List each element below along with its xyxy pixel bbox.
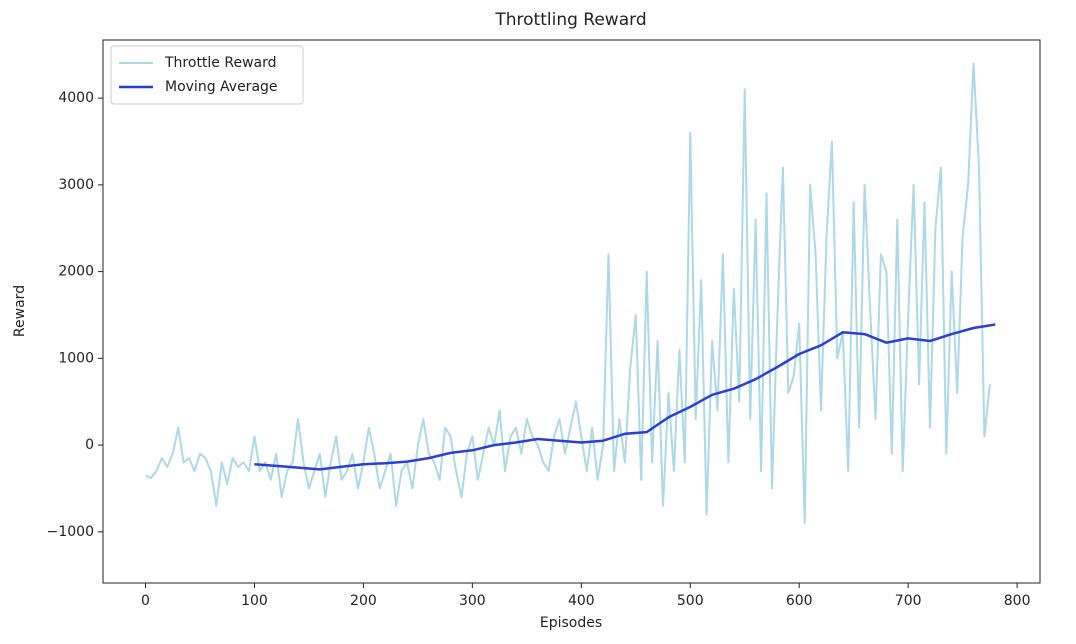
x-tick-label: 500 bbox=[677, 593, 704, 609]
x-tick-label: 0 bbox=[141, 593, 150, 609]
x-tick-label: 600 bbox=[786, 593, 813, 609]
y-axis-label: Reward bbox=[12, 285, 28, 337]
x-tick-label: 300 bbox=[459, 593, 486, 609]
legend-box bbox=[110, 45, 304, 105]
x-axis-label: Episodes bbox=[540, 615, 602, 631]
x-tick-label: 200 bbox=[350, 593, 377, 609]
x-tick-label: 700 bbox=[895, 593, 922, 609]
y-tick-label: 3000 bbox=[58, 177, 94, 193]
legend-label: Throttle Reward bbox=[164, 55, 277, 71]
data-line bbox=[145, 62, 991, 525]
plot-frame bbox=[102, 39, 1041, 584]
y-tick-label: 1000 bbox=[58, 350, 94, 366]
legend-label: Moving Average bbox=[165, 79, 278, 95]
x-tick-label: 800 bbox=[1004, 593, 1031, 609]
x-tick-label: 100 bbox=[241, 593, 268, 609]
y-tick-label: −1000 bbox=[47, 524, 94, 540]
y-tick-label: 2000 bbox=[58, 264, 94, 280]
y-tick-label: 4000 bbox=[58, 90, 94, 106]
data-line bbox=[254, 323, 996, 471]
y-tick-label: 0 bbox=[85, 437, 94, 453]
chart-title: Throttling Reward bbox=[494, 10, 646, 30]
x-tick-label: 400 bbox=[568, 593, 595, 609]
